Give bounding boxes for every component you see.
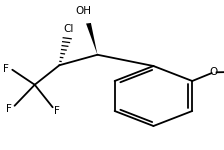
- Text: F: F: [3, 64, 9, 74]
- Text: F: F: [54, 106, 60, 116]
- Text: F: F: [6, 105, 12, 114]
- Polygon shape: [86, 23, 97, 55]
- Text: OH: OH: [75, 6, 91, 16]
- Text: O: O: [209, 67, 218, 77]
- Text: Cl: Cl: [63, 24, 73, 34]
